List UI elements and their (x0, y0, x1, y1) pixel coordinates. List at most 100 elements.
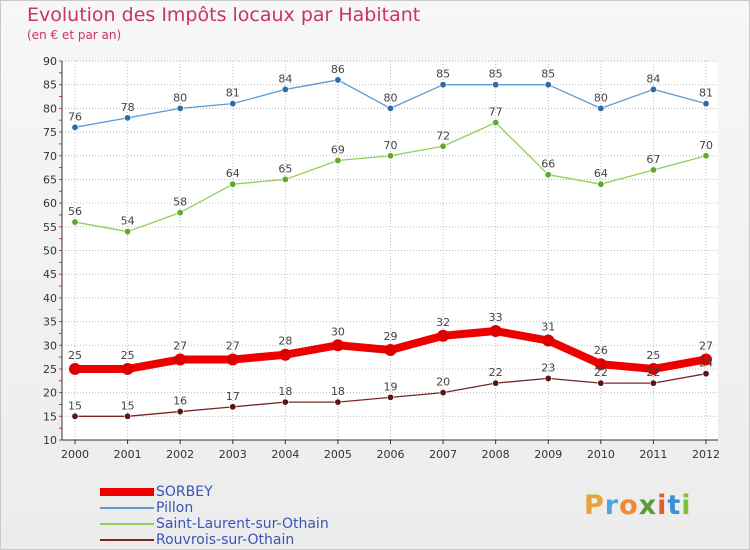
data-label-pillon: 84 (646, 72, 660, 85)
proxiti-logo: Proxiti (584, 490, 692, 521)
data-label-saint-laurent-sur-othain: 70 (699, 139, 713, 152)
data-label-saint-laurent-sur-othain: 54 (121, 215, 135, 228)
data-label-pillon: 84 (278, 72, 292, 85)
x-tick-label: 2009 (534, 448, 562, 461)
data-label-saint-laurent-sur-othain: 58 (173, 196, 187, 209)
data-label-saint-laurent-sur-othain: 56 (68, 205, 82, 218)
data-point-sorbey (226, 353, 239, 366)
data-point-sorbey (69, 362, 81, 375)
data-point-saint-laurent-sur-othain (386, 152, 394, 160)
data-point-pillon (649, 85, 657, 93)
data-point-rouvrois-sur-othain (334, 398, 342, 406)
data-label-rouvrois-sur-othain: 22 (489, 366, 503, 379)
x-tick-label: 2002 (166, 448, 194, 461)
data-label-sorbey: 25 (646, 349, 660, 362)
data-point-rouvrois-sur-othain (176, 408, 184, 416)
data-point-sorbey (647, 362, 660, 375)
x-tick-label: 2000 (61, 448, 89, 461)
data-label-sorbey: 33 (489, 311, 503, 324)
x-tick-label: 2005 (324, 448, 352, 461)
data-label-sorbey: 27 (173, 339, 187, 352)
y-tick-label: 55 (43, 221, 57, 234)
data-point-sorbey (700, 353, 712, 366)
data-label-rouvrois-sur-othain: 17 (226, 390, 240, 403)
data-point-rouvrois-sur-othain (597, 379, 605, 387)
data-point-pillon (176, 104, 184, 112)
y-tick-label: 60 (43, 197, 57, 210)
data-label-sorbey: 25 (68, 349, 82, 362)
x-tick-label: 2010 (587, 448, 615, 461)
data-label-pillon: 80 (384, 91, 398, 104)
data-label-rouvrois-sur-othain: 24 (699, 357, 713, 370)
y-tick-label: 25 (43, 363, 57, 376)
data-point-pillon (439, 81, 447, 89)
data-point-sorbey (279, 348, 292, 361)
data-label-sorbey: 31 (541, 321, 555, 334)
logo-letter: i (681, 490, 692, 521)
data-label-pillon: 76 (68, 110, 82, 123)
data-point-saint-laurent-sur-othain (439, 142, 447, 150)
data-label-rouvrois-sur-othain: 23 (541, 361, 555, 374)
data-point-saint-laurent-sur-othain (176, 209, 184, 217)
data-label-sorbey: 27 (226, 339, 240, 352)
data-label-rouvrois-sur-othain: 15 (121, 399, 135, 412)
y-tick-label: 80 (43, 102, 57, 115)
data-label-pillon: 85 (489, 68, 503, 81)
data-label-rouvrois-sur-othain: 18 (278, 385, 292, 398)
legend-label-saint-laurent: Saint-Laurent-sur-Othain (156, 515, 329, 532)
data-label-sorbey: 32 (436, 316, 450, 329)
data-point-pillon (702, 100, 710, 108)
data-label-sorbey: 26 (594, 344, 608, 357)
data-label-rouvrois-sur-othain: 22 (646, 366, 660, 379)
logo-letter: x (638, 490, 658, 521)
y-tick-label: 30 (43, 339, 57, 352)
data-point-saint-laurent-sur-othain (649, 166, 657, 174)
data-point-rouvrois-sur-othain (649, 379, 657, 387)
x-tick-label: 2008 (482, 448, 510, 461)
y-tick-label: 35 (43, 316, 57, 329)
data-label-saint-laurent-sur-othain: 64 (226, 167, 240, 180)
y-tick-label: 20 (43, 387, 57, 400)
x-tick-label: 2004 (271, 448, 299, 461)
data-point-saint-laurent-sur-othain (229, 180, 237, 188)
legend-swatch-saint-laurent (100, 522, 154, 525)
data-point-rouvrois-sur-othain (492, 379, 500, 387)
data-label-rouvrois-sur-othain: 15 (68, 399, 82, 412)
data-point-sorbey (384, 343, 397, 356)
data-point-pillon (334, 76, 342, 84)
logo-letter: o (619, 490, 639, 521)
data-point-rouvrois-sur-othain (124, 412, 132, 420)
logo-letter: i (657, 490, 668, 521)
data-point-sorbey (331, 339, 344, 352)
data-label-rouvrois-sur-othain: 16 (173, 395, 187, 408)
data-label-pillon: 81 (226, 87, 240, 100)
data-point-sorbey (174, 353, 187, 366)
data-label-pillon: 81 (699, 87, 713, 100)
x-tick-label: 2011 (639, 448, 667, 461)
data-point-saint-laurent-sur-othain (281, 175, 289, 183)
data-point-saint-laurent-sur-othain (544, 171, 552, 179)
data-label-pillon: 80 (594, 91, 608, 104)
data-label-pillon: 78 (121, 101, 135, 114)
data-label-pillon: 80 (173, 91, 187, 104)
data-point-pillon (386, 104, 394, 112)
x-tick-label: 2006 (377, 448, 405, 461)
data-point-rouvrois-sur-othain (229, 403, 237, 411)
data-point-saint-laurent-sur-othain (702, 152, 710, 160)
legend-item-saint-laurent: Saint-Laurent-sur-Othain (100, 515, 329, 532)
data-label-rouvrois-sur-othain: 22 (594, 366, 608, 379)
y-tick-label: 40 (43, 292, 57, 305)
data-label-pillon: 85 (541, 68, 555, 81)
data-label-saint-laurent-sur-othain: 66 (541, 158, 555, 171)
data-point-saint-laurent-sur-othain (71, 218, 79, 226)
x-tick-label: 2003 (219, 448, 247, 461)
y-tick-label: 65 (43, 173, 57, 186)
data-point-pillon (492, 81, 500, 89)
data-point-saint-laurent-sur-othain (492, 119, 500, 127)
x-tick-label: 2012 (692, 448, 720, 461)
y-tick-label: 45 (43, 268, 57, 281)
data-label-saint-laurent-sur-othain: 72 (436, 129, 450, 142)
data-label-saint-laurent-sur-othain: 70 (384, 139, 398, 152)
data-point-pillon (229, 100, 237, 108)
legend-item-sorbey: SORBEY (100, 484, 213, 500)
